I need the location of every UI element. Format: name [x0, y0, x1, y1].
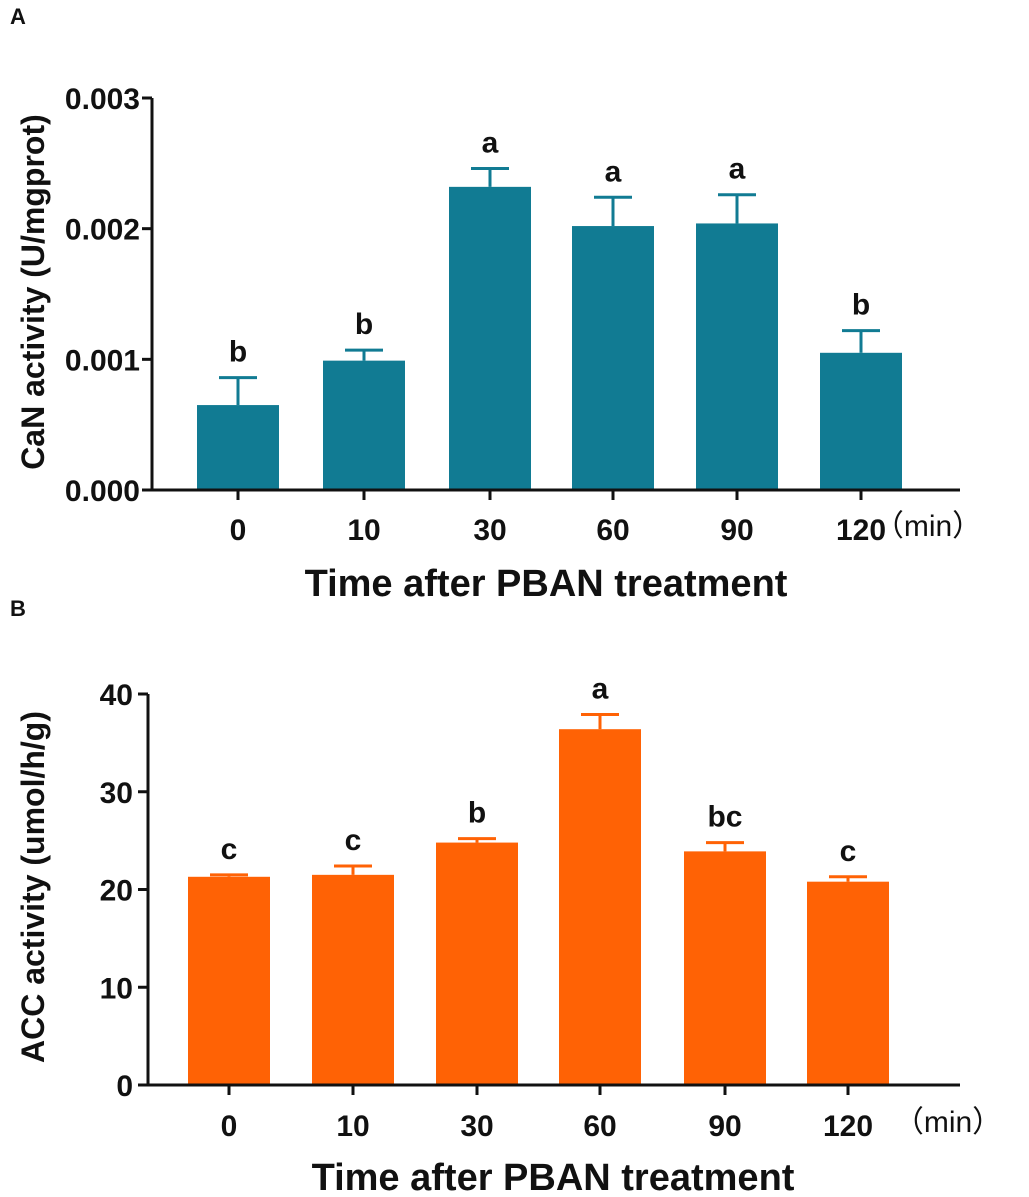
panel-b-bar-10: [312, 874, 394, 1085]
panel-b-y-tick-label: 20: [100, 875, 133, 908]
panel-b-x-tick-label: 120: [823, 1110, 873, 1143]
panel-a-x-tick-label: 120: [836, 514, 886, 547]
panel-b-significance-label: b: [468, 797, 486, 830]
panel-b-x-tick-label: 60: [583, 1110, 616, 1143]
panel-b-x-tick-label: 90: [708, 1110, 741, 1143]
panel-a-significance-label: a: [605, 155, 622, 188]
panel-a-bar-30: [449, 186, 531, 490]
panel-a-significance-label: a: [482, 127, 499, 160]
panel-b-significance-label: c: [221, 833, 238, 866]
panel-a-y-tick-label: 0.000: [65, 475, 140, 508]
panel-a-significance-label: b: [355, 308, 373, 341]
panel-a-bar-60: [572, 226, 654, 490]
panel-b-bar-0: [188, 876, 270, 1085]
panel-b-unit-label: （min）: [894, 1106, 1002, 1139]
panel-b-x-tick-label: 0: [221, 1110, 238, 1143]
panel-b-y-axis-title: ACC activity (umol/h/g): [15, 711, 51, 1063]
panel-a: A CaN activity (U/mgprot) b 0 b 10 a 30 a 60 a 90…: [10, 4, 982, 605]
panel-a-bar-0: [197, 405, 279, 490]
panel-b-significance-label: c: [840, 835, 857, 868]
panel-b-x-tick-label: 30: [460, 1110, 493, 1143]
panel-a-x-tick-label: 30: [473, 514, 506, 547]
panel-a-x-tick-label: 60: [596, 514, 629, 547]
panel-b-y-tick-label: 10: [100, 972, 133, 1005]
panel-b-y-tick-label: 0: [116, 1070, 133, 1103]
panel-a-x-axis-title: Time after PBAN treatment: [305, 563, 788, 605]
panel-b-plot: c 0 c 10 b 30 a 60 bc 90 c 120 0 10 20 30 40: [100, 673, 960, 1143]
panel-a-significance-label: a: [729, 153, 746, 186]
panel-b-y-tick-label: 30: [100, 777, 133, 810]
panel-b-bar-30: [436, 842, 518, 1085]
panel-a-y-axis-title: CaN activity (U/mgprot): [15, 114, 51, 470]
panel-b-x-tick-label: 10: [336, 1110, 369, 1143]
panel-a-unit-label: （min）: [874, 510, 982, 543]
panel-a-significance-label: b: [852, 289, 870, 322]
panel-b-bar-60: [559, 729, 641, 1085]
panel-a-y-tick-label: 0.001: [65, 344, 140, 377]
panel-b-significance-label: a: [592, 673, 609, 706]
panel-a-x-tick-label: 0: [230, 514, 247, 547]
panel-a-x-tick-label: 90: [720, 514, 753, 547]
panel-a-y-tick-label: 0.002: [65, 214, 140, 247]
panel-b: B ACC activity (umol/h/g) c 0 c 10 b 30 a 60 bc 9…: [10, 596, 1002, 1197]
panel-a-bar-90: [696, 223, 778, 490]
panel-b-y-tick-label: 40: [100, 679, 133, 712]
panel-b-significance-label: bc: [707, 801, 742, 834]
panel-b-label: B: [10, 596, 26, 621]
panel-b-x-axis-title: Time after PBAN treatment: [312, 1157, 795, 1197]
panel-a-bar-10: [323, 360, 405, 490]
panel-b-bar-90: [684, 851, 766, 1085]
panel-a-label: A: [10, 4, 26, 29]
panel-a-x-tick-label: 10: [347, 514, 380, 547]
panel-b-bar-120: [807, 881, 889, 1085]
panel-a-plot: b 0 b 10 a 30 a 60 a 90 b 120 0.000 0.001 0.002 0.003: [65, 83, 960, 547]
panel-a-y-tick-label: 0.003: [65, 83, 140, 116]
panel-b-significance-label: c: [345, 824, 362, 857]
panel-a-significance-label: b: [229, 336, 247, 369]
panel-a-bar-120: [820, 352, 902, 490]
